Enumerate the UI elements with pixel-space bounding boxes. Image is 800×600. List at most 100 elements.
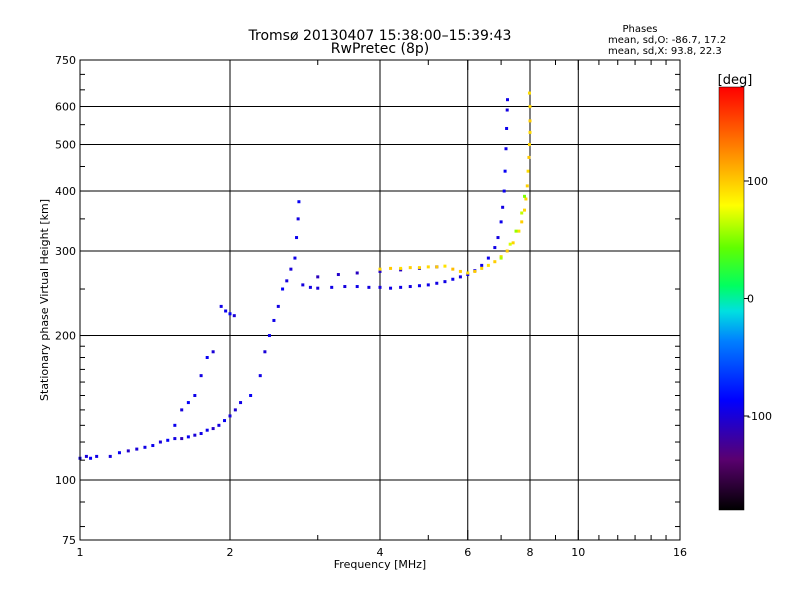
echo-point-x xyxy=(528,119,532,123)
echo-point-x xyxy=(505,249,509,253)
echo-point-o xyxy=(458,275,462,279)
echo-point-x xyxy=(435,265,439,269)
echo-point-x xyxy=(389,266,393,270)
phases-heading: Phases xyxy=(622,24,657,35)
x-tick-label: 6 xyxy=(464,546,471,559)
colorbar-ticks: 100 0 -100 xyxy=(744,175,772,423)
echo-point-o xyxy=(135,447,139,451)
echo-point-o xyxy=(117,451,121,455)
x-tick-label: 10 xyxy=(571,546,585,559)
echo-point-x xyxy=(528,130,532,134)
echo-point-o xyxy=(263,350,267,354)
echo-point-o xyxy=(211,350,215,354)
echo-point-x xyxy=(493,260,497,264)
echo-point-o xyxy=(493,246,497,250)
echo-point-o xyxy=(399,268,403,272)
echo-point-o xyxy=(228,414,232,418)
echo-point-o xyxy=(223,419,227,423)
echo-point-x xyxy=(480,266,484,270)
echo-point-o xyxy=(173,423,177,427)
echo-point-o xyxy=(301,283,305,287)
chart-subtitle: RwPretec (8p) xyxy=(331,41,429,57)
echo-point-o xyxy=(193,394,197,398)
echo-point-o xyxy=(343,285,347,289)
echo-point-o xyxy=(378,285,382,289)
echo-point-o xyxy=(95,454,99,458)
echo-point-o xyxy=(378,269,382,273)
echo-point-o xyxy=(296,217,300,221)
phases-x-stats: mean, sd,X: 93.8, 22.3 xyxy=(608,46,722,57)
echo-point-o xyxy=(389,286,393,290)
y-axis-label: Stationary phase Virtual Height [km] xyxy=(38,199,51,401)
echo-point-x xyxy=(451,267,455,271)
echo-point-o xyxy=(193,433,197,437)
echo-point-o xyxy=(466,273,470,277)
echo-point-o xyxy=(233,408,237,412)
echo-point-x xyxy=(408,266,412,270)
colorbar-gradient xyxy=(718,86,745,511)
echo-point-o xyxy=(232,314,236,318)
x-axis-label: Frequency [MHz] xyxy=(334,558,426,571)
echo-point-x xyxy=(527,143,531,147)
x-tick-label: 4 xyxy=(377,546,384,559)
echo-point-x xyxy=(466,271,470,275)
echo-point-o xyxy=(89,456,93,460)
echo-point-o xyxy=(355,285,359,289)
echo-point-o xyxy=(108,454,112,458)
echo-point-o xyxy=(126,449,130,453)
echo-point-o xyxy=(180,437,184,441)
echo-point-o xyxy=(435,281,439,285)
echo-point-o xyxy=(258,374,262,378)
echo-point-o xyxy=(499,220,503,224)
echo-point-o xyxy=(330,285,334,289)
echo-point-o xyxy=(217,423,221,427)
echo-point-o xyxy=(289,267,293,271)
echo-point-o xyxy=(205,355,209,359)
y-tick-label: 200 xyxy=(55,330,76,343)
colorbar-tick-label: 0 xyxy=(747,293,754,306)
echo-point-x xyxy=(499,256,503,260)
y-tick-label: 750 xyxy=(55,54,76,67)
echo-point-o xyxy=(316,286,320,290)
echo-point-x xyxy=(508,242,512,246)
y-tick-label: 75 xyxy=(62,534,76,547)
echo-point-o xyxy=(295,236,299,240)
echo-point-o xyxy=(180,408,184,412)
echo-point-x xyxy=(486,263,490,267)
colorbar-tick-label: 100 xyxy=(747,175,768,188)
echo-point-o xyxy=(505,98,509,102)
echo-point-x xyxy=(523,194,527,198)
echo-point-o xyxy=(399,285,403,289)
echo-point-o xyxy=(276,304,280,308)
echo-point-o xyxy=(408,285,412,289)
echo-point-o xyxy=(186,435,190,439)
y-tick-label: 400 xyxy=(55,185,76,198)
echo-point-o xyxy=(502,189,506,193)
echo-point-o xyxy=(151,444,155,448)
x-tick-label: 2 xyxy=(227,546,234,559)
x-tick-labels: 1 2 4 6 8 10 16 xyxy=(77,546,688,559)
echo-point-x xyxy=(524,197,528,201)
y-tick-label: 500 xyxy=(55,139,76,152)
echo-point-o xyxy=(267,334,271,338)
echo-point-o xyxy=(199,374,203,378)
echo-point-x xyxy=(399,266,403,270)
phases-o-stats: mean, sd,O: -86.7, 17.2 xyxy=(608,35,726,46)
axis-ticks xyxy=(79,59,681,541)
y-tick-labels: 75 100 200 300 400 500 600 750 xyxy=(55,54,76,547)
echo-point-x xyxy=(528,105,532,109)
echo-point-x xyxy=(520,211,524,215)
echo-point-o xyxy=(205,428,209,432)
echo-point-o xyxy=(486,256,490,260)
echo-point-x xyxy=(520,220,524,224)
y-tick-label: 100 xyxy=(55,474,76,487)
echo-point-o xyxy=(480,263,484,267)
echo-point-x xyxy=(458,269,462,273)
echo-point-x xyxy=(526,169,530,173)
echo-point-o xyxy=(308,285,312,289)
echo-point-o xyxy=(211,427,215,431)
echo-point-o xyxy=(501,205,505,209)
colorbar-tick-label: -100 xyxy=(747,410,772,423)
echo-point-o xyxy=(173,437,177,441)
